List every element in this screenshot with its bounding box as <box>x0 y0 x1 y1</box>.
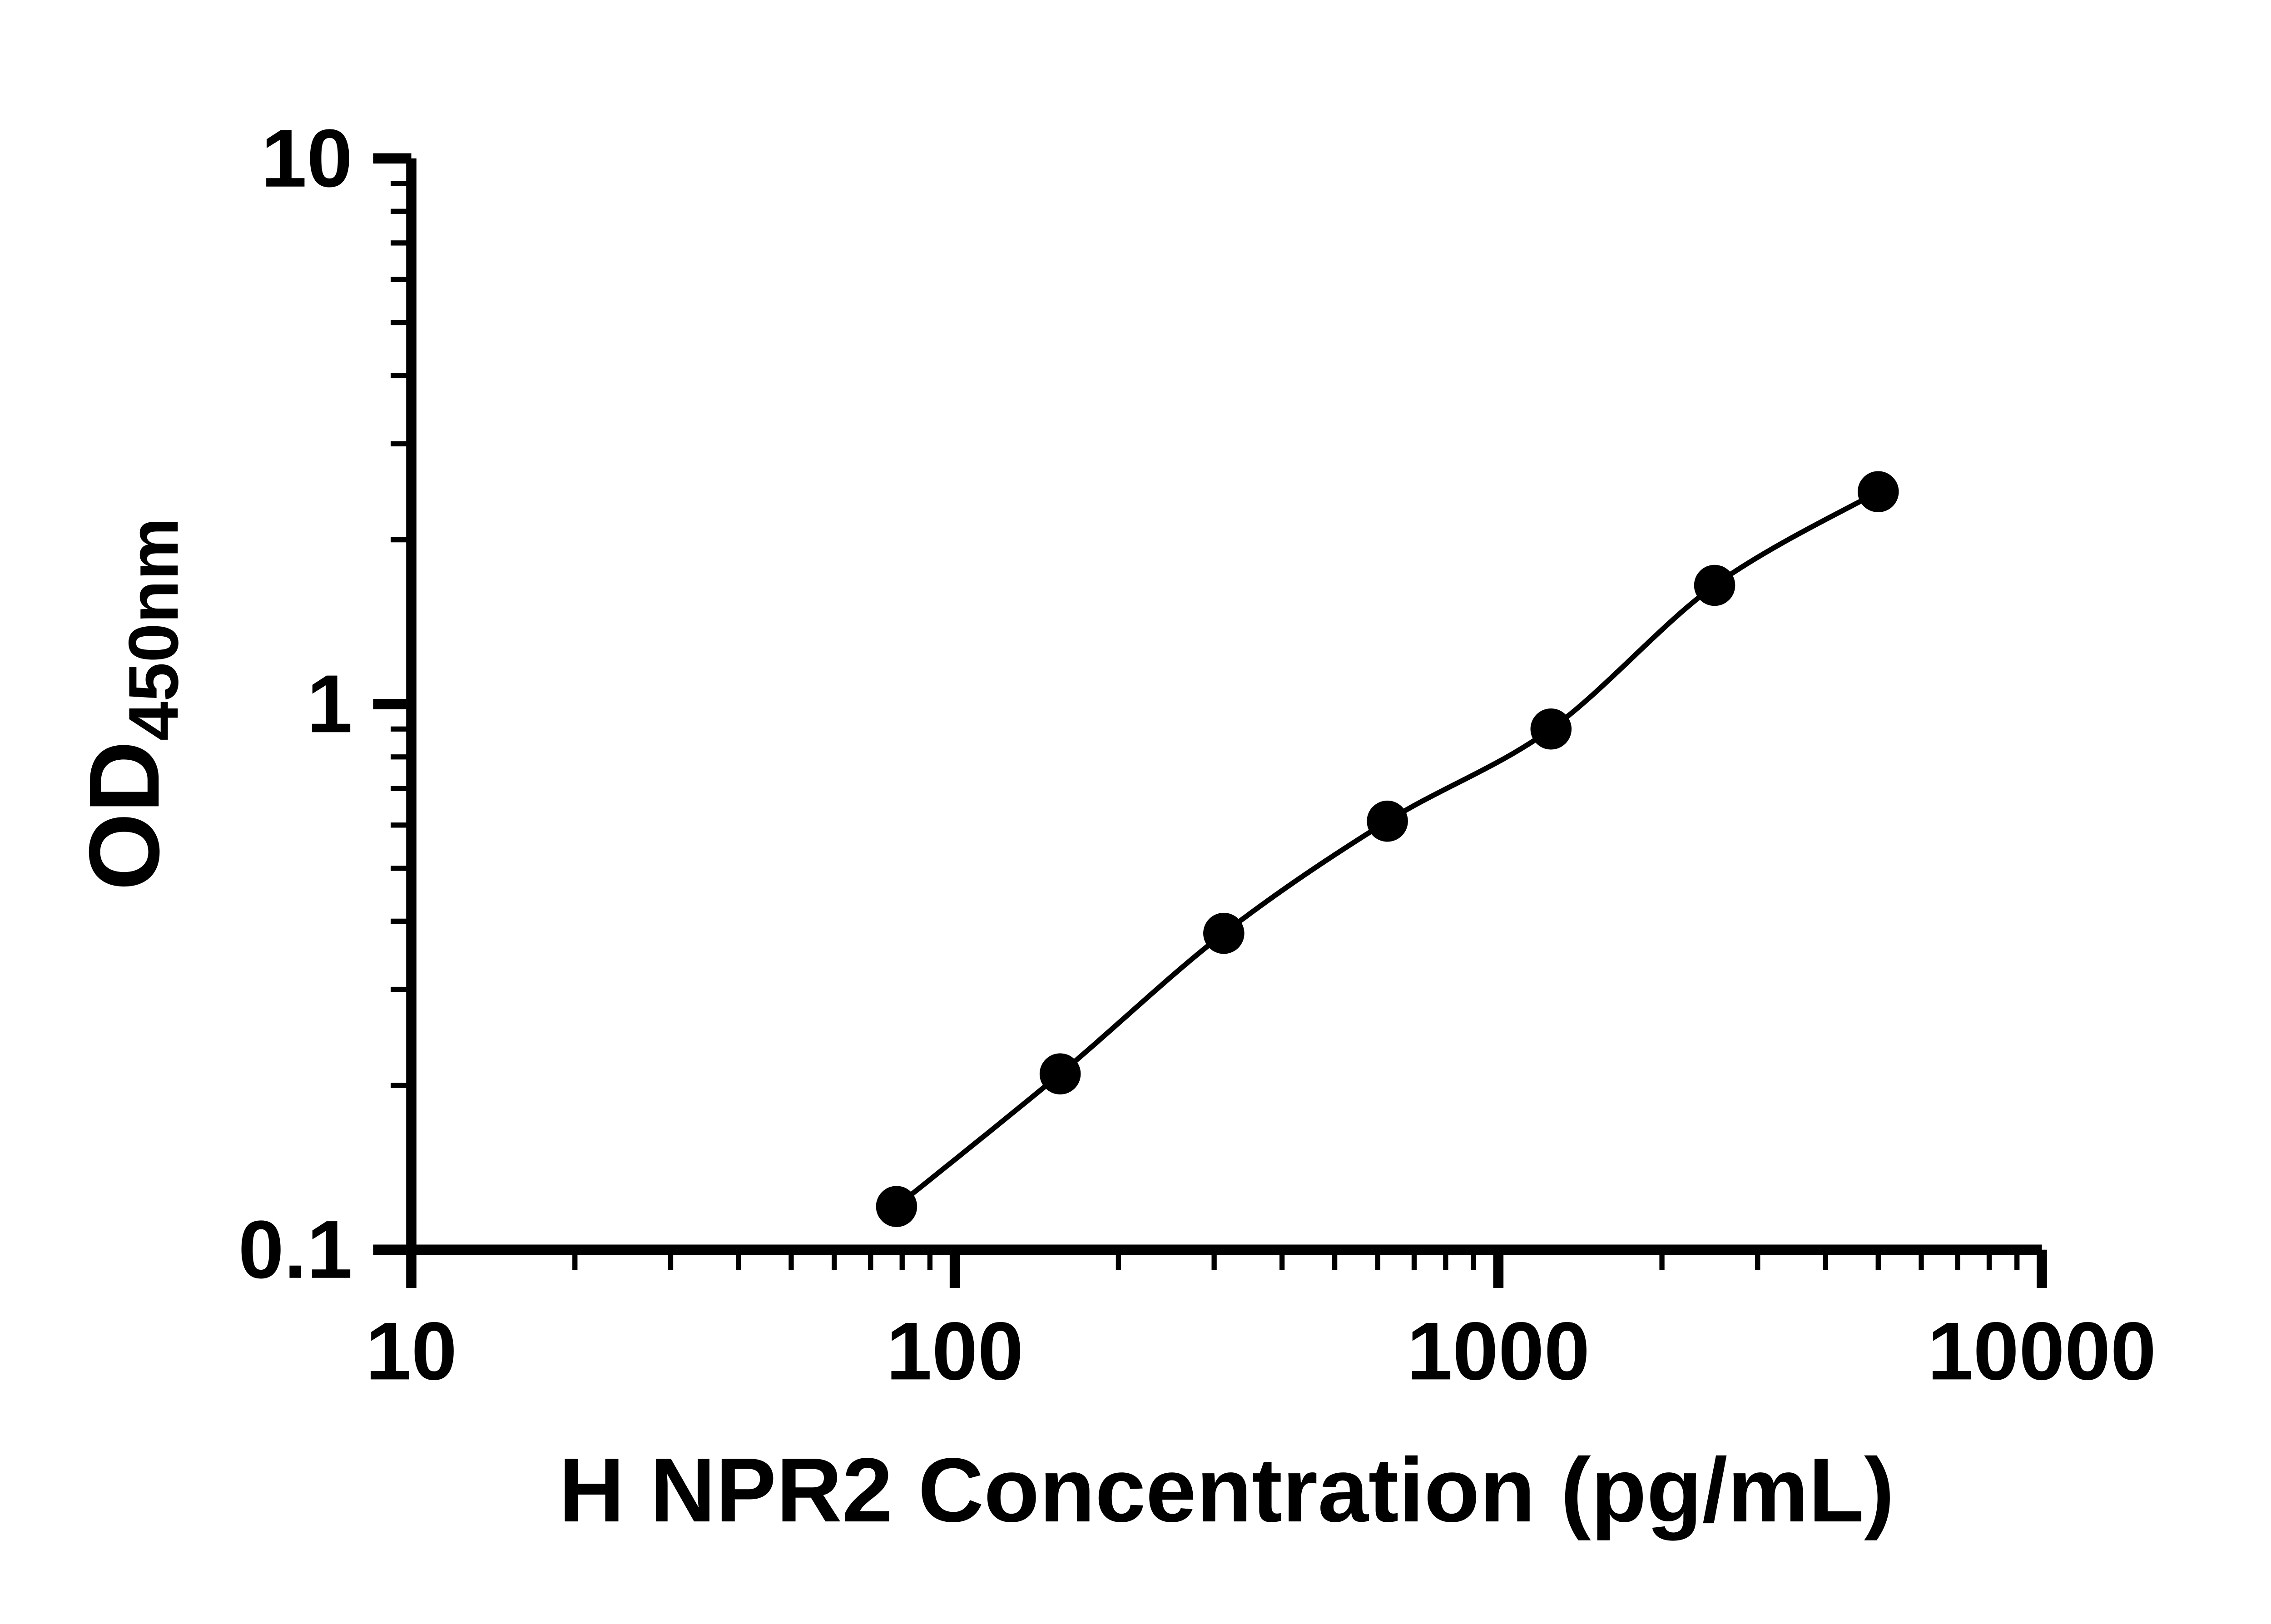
major-ticks <box>373 153 2047 1288</box>
y-axis-title: OD450nm <box>68 517 193 891</box>
data-point <box>1694 564 1735 606</box>
x-tick-label: 100 <box>886 1305 1023 1397</box>
y-tick-label: 1 <box>307 658 352 750</box>
minor-ticks <box>391 181 2020 1271</box>
y-tick-label: 10 <box>261 113 352 204</box>
x-tick-label: 10000 <box>1928 1305 2157 1397</box>
data-point <box>1367 800 1408 842</box>
axis-frame <box>406 158 2042 1255</box>
data-point <box>876 1186 917 1227</box>
y-tick-label: 0.1 <box>238 1204 352 1296</box>
data-point <box>1039 1053 1081 1094</box>
y-axis-title-subscript: 450nm <box>114 517 193 741</box>
data-point <box>1857 471 1899 512</box>
data-point <box>1530 708 1572 750</box>
x-tick-label: 10 <box>366 1305 457 1397</box>
data-point <box>1203 912 1245 954</box>
fit-line <box>895 489 1880 1209</box>
tick-labels: 10 100 1000 10000 0.1 1 10 <box>238 113 2156 1397</box>
axes <box>406 158 2042 1255</box>
x-tick-label: 1000 <box>1407 1305 1590 1397</box>
data-series <box>876 471 1899 1227</box>
y-axis-title-main: OD <box>68 741 180 891</box>
x-axis-title: H NPR2 Concentration (pg/mL) <box>559 1439 1894 1541</box>
